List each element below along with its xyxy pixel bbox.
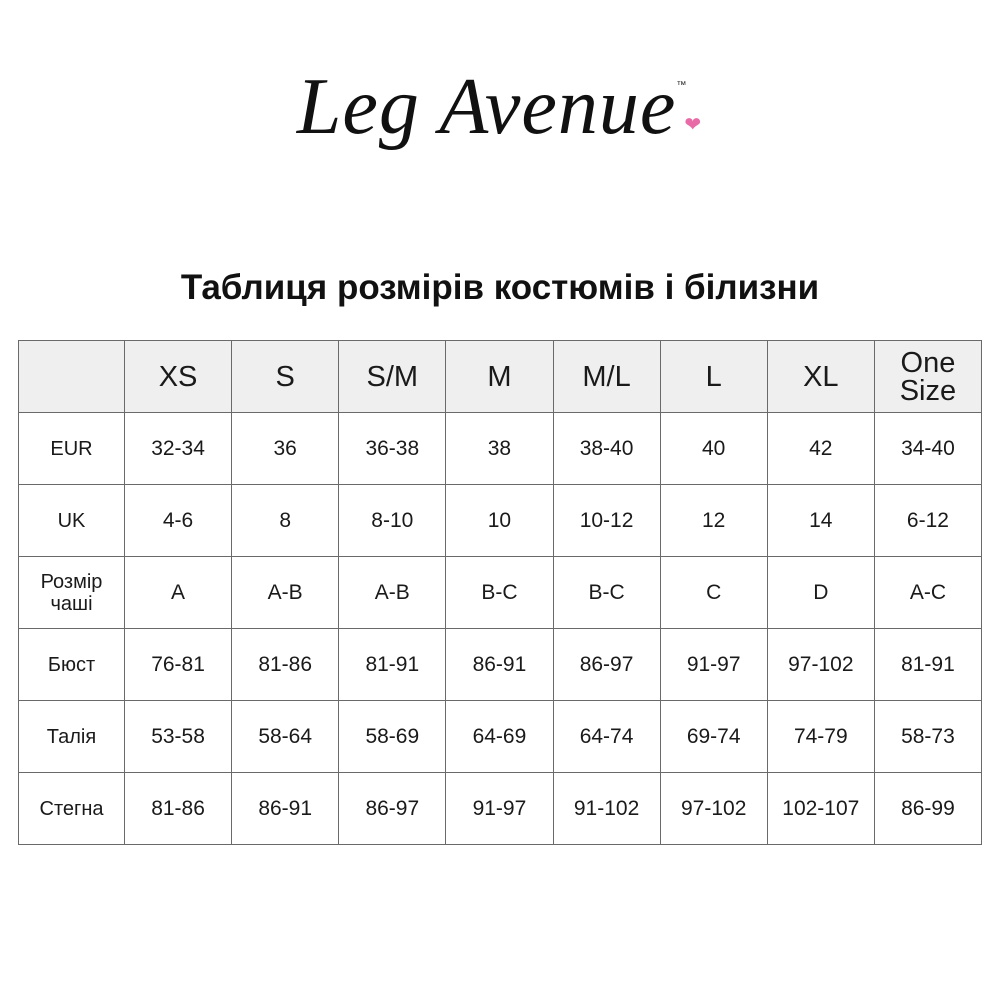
heart-icon: ❤ (684, 114, 702, 136)
table-cell: 86-97 (338, 772, 447, 845)
table-cell: A-C (873, 556, 983, 629)
page-title: Таблиця розмірів костюмів і білизни (180, 268, 820, 307)
table-cell: 32-34 (123, 412, 233, 485)
table-row: EUR 32-34 36 36-38 38 38-40 40 42 34-40 (18, 412, 983, 485)
table-cell: 81-91 (873, 628, 983, 701)
table-cell: 42 (766, 412, 875, 485)
table-cell: 38-40 (552, 412, 661, 485)
table-cell: 8-10 (338, 484, 447, 557)
column-header: M (445, 340, 554, 413)
table-cell: 69-74 (659, 700, 768, 773)
table-cell: 12 (659, 484, 768, 557)
table-cell: 10 (445, 484, 554, 557)
table-row: Бюст 76-81 81-86 81-91 86-91 86-97 91-97 97-102… (18, 628, 983, 701)
column-header: S/M (338, 340, 447, 413)
row-label: Розмір чаші (18, 556, 125, 629)
brand-logo: Leg Avenue™ ❤ (0, 62, 1000, 153)
row-label: Стегна (18, 772, 125, 845)
table-cell: 6-12 (873, 484, 983, 557)
size-chart-table: XS S S/M M M/L L XL One Size EUR 32-34 36 36-38 38 38… (18, 340, 983, 845)
table-cell: A (123, 556, 233, 629)
table-cell: 86-91 (231, 772, 340, 845)
table-row: UK 4-6 8 8-10 10 10-12 12 14 6-12 (18, 484, 983, 557)
table-cell: 36 (231, 412, 340, 485)
logo-text: Leg Avenue (296, 63, 677, 151)
column-header: XL (766, 340, 875, 413)
table-cell: 97-102 (766, 628, 875, 701)
column-header: XS (123, 340, 233, 413)
row-label: EUR (18, 412, 125, 485)
row-label: Бюст (18, 628, 125, 701)
table-cell: B-C (552, 556, 661, 629)
column-header (18, 340, 125, 413)
table-cell: 91-97 (659, 628, 768, 701)
table-cell: D (766, 556, 875, 629)
table-cell: 86-99 (873, 772, 983, 845)
table-row: Розмір чаші A A-B A-B B-C B-C C D A-C (18, 556, 983, 629)
table-cell: 76-81 (123, 628, 233, 701)
table-cell: 34-40 (873, 412, 983, 485)
table-cell: 10-12 (552, 484, 661, 557)
table-row: Талія 53-58 58-64 58-69 64-69 64-74 69-74 74-79… (18, 700, 983, 773)
trademark: ™ (676, 80, 687, 91)
table-cell: C (659, 556, 768, 629)
table-cell: 4-6 (123, 484, 233, 557)
table-cell: 97-102 (659, 772, 768, 845)
table-cell: 53-58 (123, 700, 233, 773)
table-cell: 64-69 (445, 700, 554, 773)
table-cell: 58-69 (338, 700, 447, 773)
table-cell: 102-107 (766, 772, 875, 845)
table-cell: 81-91 (338, 628, 447, 701)
column-header: M/L (552, 340, 661, 413)
column-header: S (231, 340, 340, 413)
table-cell: 58-73 (873, 700, 983, 773)
table-cell: 40 (659, 412, 768, 485)
table-cell: 91-97 (445, 772, 554, 845)
table-cell: A-B (338, 556, 447, 629)
table-row: Стегна 81-86 86-91 86-97 91-97 91-102 97-102 10… (18, 772, 983, 845)
table-cell: 81-86 (123, 772, 233, 845)
column-header: L (659, 340, 768, 413)
table-cell: 86-91 (445, 628, 554, 701)
table-cell: 58-64 (231, 700, 340, 773)
row-label: UK (18, 484, 125, 557)
table-cell: 36-38 (338, 412, 447, 485)
table-cell: B-C (445, 556, 554, 629)
table-cell: 38 (445, 412, 554, 485)
table-cell: 81-86 (231, 628, 340, 701)
column-header: One Size (873, 340, 983, 413)
table-cell: A-B (231, 556, 340, 629)
table-cell: 8 (231, 484, 340, 557)
table-cell: 91-102 (552, 772, 661, 845)
table-cell: 74-79 (766, 700, 875, 773)
table-cell: 64-74 (552, 700, 661, 773)
table-cell: 86-97 (552, 628, 661, 701)
header-row: XS S S/M M M/L L XL One Size (18, 340, 983, 413)
row-label: Талія (18, 700, 125, 773)
table-cell: 14 (766, 484, 875, 557)
